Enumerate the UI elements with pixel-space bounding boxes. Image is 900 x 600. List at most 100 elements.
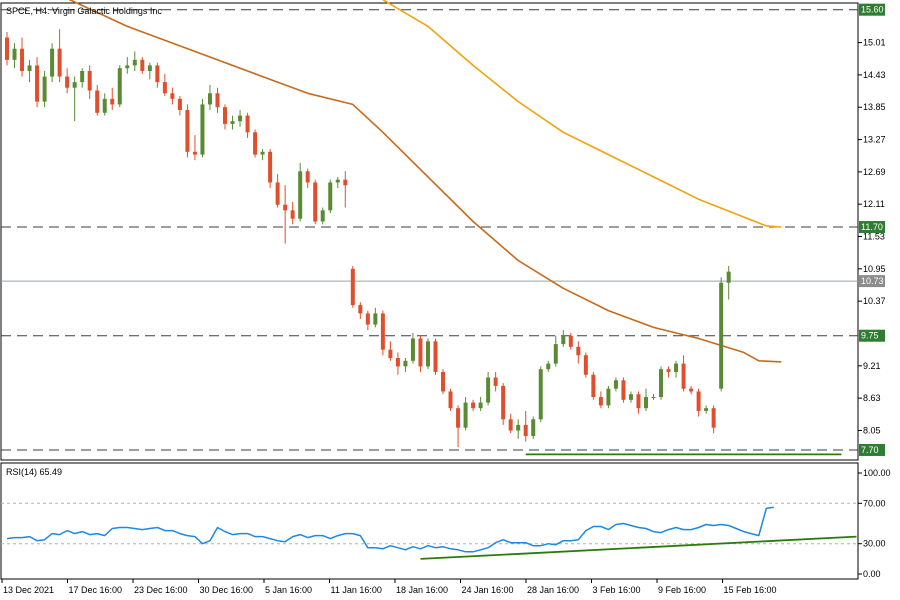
candle-body [268,151,273,183]
candle [689,385,694,395]
candle-body [65,76,70,88]
candle [538,366,543,423]
chart-title: SPCE, H4: Virgin Galactic Holdings Inc [6,6,162,16]
time-axis-label: 3 Feb 16:00 [593,585,641,595]
candle [223,104,228,130]
candle [110,87,115,111]
candle-body [253,132,258,155]
candle-body [636,394,641,409]
candle-body [110,98,115,105]
time-axis: 13 Dec 2021 17 Dec 16:00 23 Dec 16:00 30 De… [1,579,777,595]
price-axis-label: 8.63 [863,393,881,403]
candle [636,391,641,414]
candle-body [606,388,611,406]
candle [283,185,288,244]
candle [456,405,461,448]
candle [335,176,340,189]
candle-body [350,268,355,306]
candle-body [343,179,348,186]
candle [313,179,318,225]
level-label: 10.73 [861,276,884,286]
level-label: 11.70 [861,222,883,232]
price-axis-label: 14.43 [863,70,886,80]
candle [516,419,521,439]
candle-body [358,305,363,314]
candle [50,43,55,83]
candle-body [501,385,506,420]
level-label-box [859,275,885,288]
candle-body [155,65,160,83]
candle [493,371,498,392]
candle-body [313,182,318,222]
candle [531,416,536,439]
candle-body [659,369,664,398]
candle-body [651,397,656,399]
candle [72,76,77,122]
candle [643,388,648,411]
candle-body [230,121,235,124]
candle [613,377,618,392]
candle [268,149,273,189]
candle-body [298,171,303,219]
candle-body [395,358,400,367]
candle-body [27,65,32,71]
candle [215,87,220,113]
candle-body [12,48,17,60]
candle-body [583,355,588,375]
candle [42,70,47,108]
candle [659,366,664,400]
candle-body [576,346,581,356]
candle [35,57,40,108]
time-axis-label: 23 Dec 16:00 [134,585,188,595]
candle [117,65,122,108]
candle-body [388,349,393,359]
candle [102,93,107,116]
candle [177,96,182,116]
price-axis-label: 8.05 [863,425,881,435]
candle-body [192,151,197,155]
price-axis-label: 9.21 [863,361,881,371]
time-axis-label: 13 Dec 2021 [3,585,54,595]
candle-body [132,59,137,66]
candle-body [290,210,295,219]
candle-body [245,115,250,133]
candle-body [275,182,280,205]
candle [674,360,679,378]
candle [125,57,130,74]
candle [5,31,9,66]
candle [350,266,355,308]
candle [365,310,370,331]
candle-body [456,408,461,428]
candle-body [531,419,536,437]
candle [403,358,408,372]
candle-body [87,70,92,91]
time-axis-label: 17 Dec 16:00 [69,585,123,595]
candle [290,201,295,225]
candle-body [726,271,731,283]
candle-body [5,37,9,60]
candle [343,171,348,208]
candle-body [621,380,626,400]
price-axis-label: 10.95 [863,264,886,274]
candle-body [328,182,333,211]
candle-body [696,391,701,411]
candle-body [35,65,40,102]
candle-body [42,76,47,102]
candle-body [320,210,325,222]
candle [433,338,438,375]
candle [200,98,205,158]
level-label: 7.70 [861,445,879,455]
candle-body [260,151,265,155]
time-axis-label: 28 Jan 16:00 [527,585,579,595]
candle [170,87,175,105]
candle [546,360,551,372]
candle-body [185,110,190,152]
candle-body [546,363,551,370]
candle-body [516,424,521,431]
candle-body [568,335,573,347]
candle [65,68,70,94]
candle-body [463,402,468,428]
candle-body [666,369,671,372]
price-pane-frame [0,2,859,461]
